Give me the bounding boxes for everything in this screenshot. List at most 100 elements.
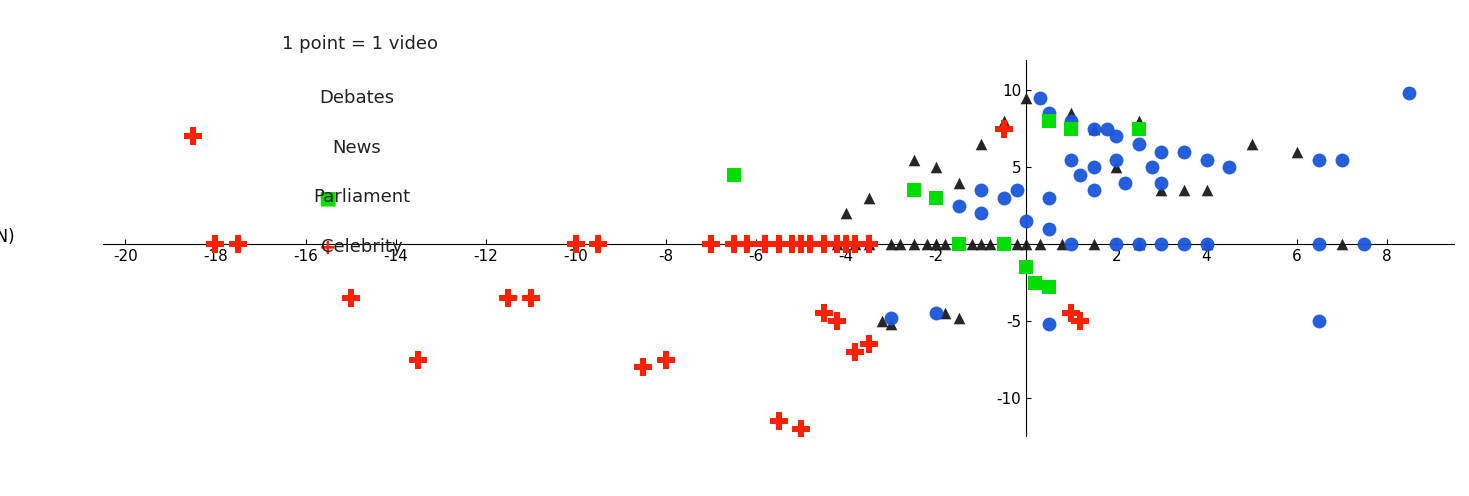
Point	[1015, 94, 1039, 102]
Point	[1307, 317, 1331, 325]
Point	[834, 209, 858, 217]
Point	[1105, 163, 1128, 171]
Point	[902, 186, 925, 194]
Point	[1127, 125, 1150, 133]
Point	[767, 417, 790, 425]
Point	[843, 348, 867, 356]
Point	[339, 294, 363, 302]
Point	[1006, 186, 1030, 194]
Text: 1 point = 1 video: 1 point = 1 video	[282, 35, 438, 53]
Point	[519, 294, 542, 302]
Point	[948, 240, 971, 248]
Point	[992, 117, 1015, 125]
Text: +: +	[319, 238, 336, 258]
Point	[1037, 117, 1061, 125]
Point	[1127, 140, 1150, 148]
Point	[924, 163, 948, 171]
Text: Parliament: Parliament	[313, 188, 410, 206]
Point	[1006, 240, 1030, 248]
Point	[1150, 186, 1174, 194]
Point	[948, 202, 971, 210]
Point	[407, 356, 430, 364]
Point	[812, 240, 836, 248]
Point	[1083, 240, 1106, 248]
Point	[961, 240, 984, 248]
Point	[924, 310, 948, 317]
Point	[856, 240, 880, 248]
Point	[1150, 148, 1174, 156]
Point	[880, 320, 903, 328]
Point	[843, 240, 867, 248]
Point	[1037, 225, 1061, 233]
Point	[1172, 186, 1196, 194]
Point	[1028, 94, 1052, 102]
Point	[1059, 240, 1083, 248]
Point	[880, 240, 903, 248]
Point	[1083, 125, 1106, 133]
Point	[1353, 240, 1376, 248]
Point	[780, 240, 804, 248]
Point	[1329, 156, 1353, 164]
Point	[1105, 132, 1128, 140]
Point	[826, 317, 849, 325]
Point	[933, 240, 956, 248]
Point	[834, 240, 858, 248]
Point	[1105, 240, 1128, 248]
Point	[1059, 125, 1083, 133]
Point	[1059, 110, 1083, 118]
Text: News: News	[332, 139, 382, 157]
Point	[1083, 186, 1106, 194]
Point	[1083, 125, 1106, 133]
Point	[1307, 156, 1331, 164]
Point	[1240, 140, 1263, 148]
Point	[978, 240, 1002, 248]
Point	[1083, 163, 1106, 171]
Point	[1105, 156, 1128, 164]
Point	[736, 240, 759, 248]
Point	[1015, 217, 1039, 225]
Point	[970, 209, 993, 217]
Point	[889, 240, 912, 248]
Point	[915, 240, 939, 248]
Point	[1150, 179, 1174, 186]
Point	[902, 156, 925, 164]
Point	[1015, 240, 1039, 248]
Text: DER(N+D) - DER(N): DER(N+D) - DER(N)	[0, 228, 15, 246]
Point	[564, 240, 588, 248]
Point	[1037, 283, 1061, 291]
Point	[948, 240, 971, 248]
Point	[1096, 125, 1119, 133]
Point	[204, 240, 228, 248]
Point	[843, 240, 867, 248]
Point	[1285, 148, 1309, 156]
Point	[924, 240, 948, 248]
Point	[1068, 171, 1091, 179]
Point	[924, 194, 948, 202]
Point	[992, 125, 1015, 133]
Point	[1397, 89, 1421, 97]
Point	[1329, 240, 1353, 248]
Point	[1194, 240, 1218, 248]
Point	[699, 240, 723, 248]
Point	[721, 240, 745, 248]
Point	[1307, 240, 1331, 248]
Point	[1059, 310, 1083, 317]
Point	[1114, 179, 1137, 186]
Point	[1141, 163, 1165, 171]
Point	[798, 240, 821, 248]
Point	[1037, 110, 1061, 118]
Point	[1059, 117, 1083, 125]
Point	[970, 240, 993, 248]
Point	[1194, 156, 1218, 164]
Point	[754, 240, 777, 248]
Text: Debates: Debates	[319, 89, 395, 107]
Point	[226, 240, 250, 248]
Point	[1068, 317, 1091, 325]
Point	[1037, 194, 1061, 202]
Point	[948, 179, 971, 186]
Point	[812, 310, 836, 317]
Point	[654, 356, 677, 364]
Point	[970, 186, 993, 194]
Text: Celebrity: Celebrity	[320, 238, 403, 256]
Point	[1127, 240, 1150, 248]
